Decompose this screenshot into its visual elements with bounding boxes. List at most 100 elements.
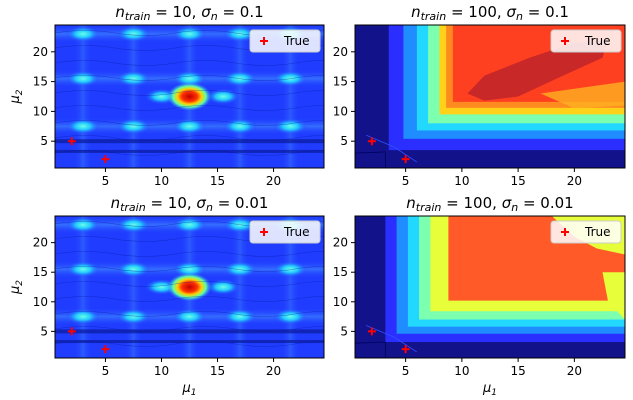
subplot-title: ntrain = 10, σn = 0.01 [111,194,269,214]
contour-blob [222,308,257,325]
x-tick-label: 15 [510,364,525,378]
contour-blob [172,261,207,278]
contour-blob [66,25,101,42]
contour-band [55,139,324,144]
contour-field [355,25,625,168]
contour-blob [116,261,151,278]
subplot-3: 5 10 15 20 5 10 15 20 ntrain = 10, σn = 0.01 μ2 μ1… [8,194,325,398]
x-tick-label: 5 [402,174,410,188]
contour-blob [172,308,207,325]
contour-blob [222,261,257,278]
true-point-marker [67,327,76,336]
y-tick-label: 15 [333,265,348,279]
contour-line [55,90,324,96]
y-axis-label: μ2 [8,280,25,295]
x-tick-label: 5 [402,364,410,378]
subplot-title: ntrain = 100, σn = 0.01 [406,194,573,214]
contour-blob [273,118,308,135]
contour-blob [222,118,257,135]
y-tick-label: 20 [333,45,348,59]
contour-band [124,25,143,168]
x-axis-label: μ1 [181,381,196,398]
y-tick-label: 20 [333,236,348,250]
contour-line [55,150,324,156]
contour-line [55,341,324,347]
y-tick-label: 15 [33,265,48,279]
y-tick-label: 20 [33,236,48,250]
contour-blob [116,308,151,325]
y-tick-label: 20 [33,45,48,59]
contour-line [355,341,386,358]
true-point-marker [67,137,76,146]
legend-marker [260,228,268,236]
x-tick-label: 20 [266,364,281,378]
axes-frame [54,24,325,169]
y-tick-label: 5 [40,324,48,338]
contour-blob [116,216,151,233]
contour-blob [66,308,101,325]
x-tick-label: 20 [567,174,582,188]
contour-blob [116,118,151,135]
contour-band [55,340,324,344]
y-tick-label: 15 [333,75,348,89]
legend-marker [561,37,569,45]
contour-line [55,135,324,141]
contour-line [55,105,324,111]
contour-blob [116,25,151,42]
true-point-marker [101,345,110,354]
legend-marker [561,228,569,236]
contour-line [55,281,324,287]
legend-box [249,29,321,53]
axes-frame [354,215,626,359]
y-tick-label: 15 [33,75,48,89]
x-tick-label: 10 [454,364,469,378]
y-tick-label: 10 [33,295,48,309]
contour-band [124,216,143,358]
y-axis-label: μ2 [8,89,25,104]
legend-label: True [283,225,310,239]
contour-ridge [467,39,609,101]
y-tick-label: 10 [333,295,348,309]
x-tick-label: 5 [102,364,110,378]
subplot-1: 5 10 15 20 5 10 15 20 ntrain = 10, σn = 0.1 μ2 Tru… [8,3,325,188]
contour-blob [273,308,308,325]
x-tick-label: 20 [266,174,281,188]
y-tick-label: 5 [340,324,348,338]
contour-line [55,266,324,272]
true-point-marker [101,155,110,164]
true-point-marker [367,327,376,336]
contour-line [55,75,324,81]
subplot-title: ntrain = 10, σn = 0.1 [115,3,263,23]
x-tick-label: 10 [454,174,469,188]
contour-line [355,151,386,168]
contour-line [366,134,418,163]
y-tick-label: 5 [40,134,48,148]
true-point-marker [401,345,410,354]
axes-frame [354,24,626,169]
legend-box [249,220,321,244]
legend-box [550,220,622,244]
contour-blob [66,216,101,233]
contour-line [366,325,418,353]
y-tick-label: 10 [33,104,48,118]
x-tick-label: 15 [210,364,225,378]
legend-label: True [584,34,611,48]
peak-blob [167,82,212,111]
x-tick-label: 10 [154,364,169,378]
contour-line [55,311,324,317]
x-tick-label: 5 [102,174,110,188]
contour-line [55,120,324,126]
contour-line [55,251,324,257]
x-tick-label: 15 [510,174,525,188]
true-point-marker [367,137,376,146]
contour-line [55,296,324,302]
legend-box [550,29,622,53]
contour-line [55,326,324,332]
contour-blob [172,25,207,42]
subplot-title: ntrain = 100, σn = 0.1 [411,3,569,23]
peak-blob [167,273,212,301]
contour-band [74,216,93,358]
x-tick-label: 10 [154,174,169,188]
subplot-4: 5 10 15 20 5 10 15 20 ntrain = 100, σn = 0.01 μ1 T… [333,194,626,398]
